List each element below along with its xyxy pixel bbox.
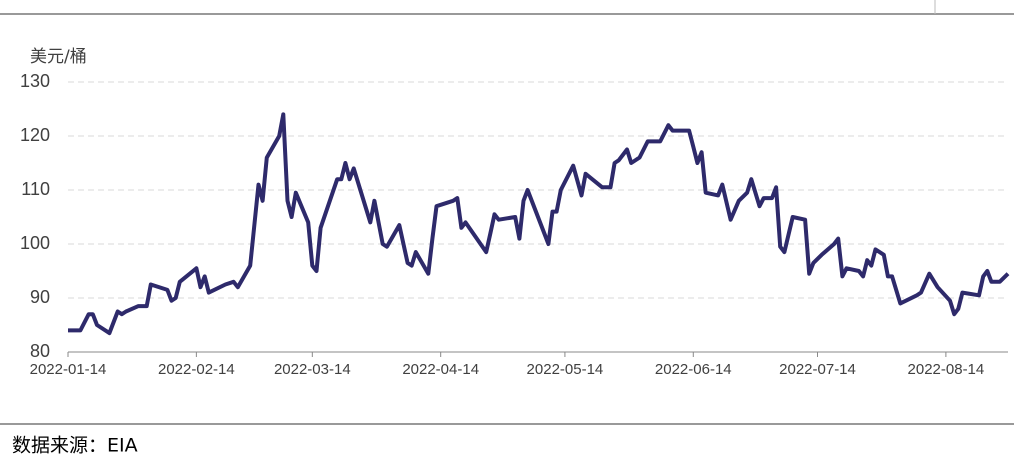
y-axis-label: 美元/桶 bbox=[30, 47, 87, 67]
price-line bbox=[68, 112, 1010, 336]
x-tick-label: 2022-05-14 bbox=[527, 361, 604, 378]
source-note: 数据来源：EIA bbox=[12, 435, 138, 457]
y-tick-label: 100 bbox=[20, 233, 50, 253]
x-tick-label: 2022-06-14 bbox=[655, 361, 732, 378]
x-tick-label: 2022-07-14 bbox=[779, 361, 856, 378]
y-tick-label: 90 bbox=[30, 287, 50, 307]
x-tick-label: 2022-08-14 bbox=[908, 361, 985, 378]
y-tick-label: 120 bbox=[20, 125, 50, 145]
y-tick-label: 130 bbox=[20, 71, 50, 91]
x-tick-label: 2022-01-14 bbox=[30, 361, 107, 378]
x-tick-label: 2022-04-14 bbox=[402, 361, 479, 378]
y-tick-label: 110 bbox=[21, 179, 50, 199]
x-tick-label: 2022-02-14 bbox=[158, 361, 235, 378]
x-tick-label: 2022-03-14 bbox=[274, 361, 351, 378]
y-tick-label: 80 bbox=[30, 341, 50, 361]
